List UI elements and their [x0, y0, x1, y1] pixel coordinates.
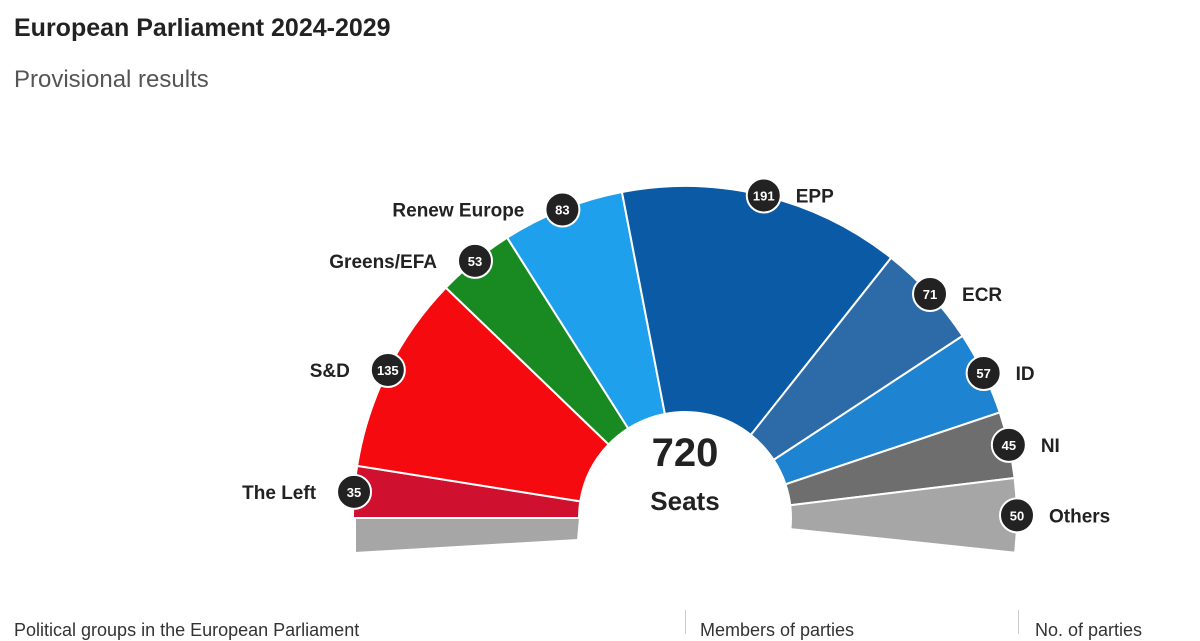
seat-value: 191 [753, 188, 775, 203]
segment-s-d [355, 286, 611, 503]
divider [685, 610, 686, 634]
badge-circle [965, 354, 1002, 391]
seat-badge: 71 [912, 275, 949, 312]
badge-circle [998, 497, 1035, 534]
series-label: NI [1041, 436, 1060, 457]
series-label: S&D [310, 361, 350, 382]
badge-circle [544, 191, 581, 228]
seat-value: 35 [347, 485, 361, 500]
others-left-segment [354, 517, 582, 555]
seat-value: 83 [555, 202, 569, 217]
badge-circle [745, 177, 782, 214]
series-label: The Left [242, 483, 317, 504]
seat-value: 53 [468, 254, 482, 269]
segment-epp [620, 185, 893, 437]
total-seats-value: 720 [652, 431, 719, 475]
seat-badge: 50 [998, 497, 1035, 534]
seat-badge: 53 [456, 242, 493, 279]
badge-circle [912, 275, 949, 312]
badge-circle [456, 242, 493, 279]
footer-col-members: Members of parties [700, 620, 855, 640]
page-title: European Parliament 2024-2029 [14, 14, 391, 42]
series-label: ID [1016, 364, 1035, 385]
badge-circle [369, 351, 406, 388]
seat-value: 50 [1010, 508, 1024, 523]
seat-value: 45 [1002, 438, 1016, 453]
seat-badge: 191 [745, 177, 782, 214]
seat-value: 71 [923, 287, 937, 302]
badge-circle [990, 426, 1027, 463]
seat-badge: 83 [544, 191, 581, 228]
page-subtitle: Provisional results [14, 66, 209, 93]
seat-badge: 135 [369, 351, 406, 388]
seat-value: 135 [377, 363, 399, 378]
seat-badge: 35 [336, 473, 373, 510]
total-seats-label: Seats [650, 486, 719, 516]
footer-col-parties: No. of parties [1035, 620, 1143, 640]
seat-value: 57 [976, 366, 990, 381]
series-label: Renew Europe [392, 200, 524, 221]
badge-circle [336, 473, 373, 510]
series-label: EPP [796, 186, 834, 207]
series-label: ECR [962, 285, 1002, 306]
series-label: Others [1049, 506, 1110, 527]
footer-col-political-groups: Political groups in the European Parliam… [14, 620, 360, 640]
seat-badge: 45 [990, 426, 1027, 463]
series-label: Greens/EFA [329, 252, 437, 273]
divider [1018, 610, 1019, 634]
seat-badge: 57 [965, 354, 1002, 391]
